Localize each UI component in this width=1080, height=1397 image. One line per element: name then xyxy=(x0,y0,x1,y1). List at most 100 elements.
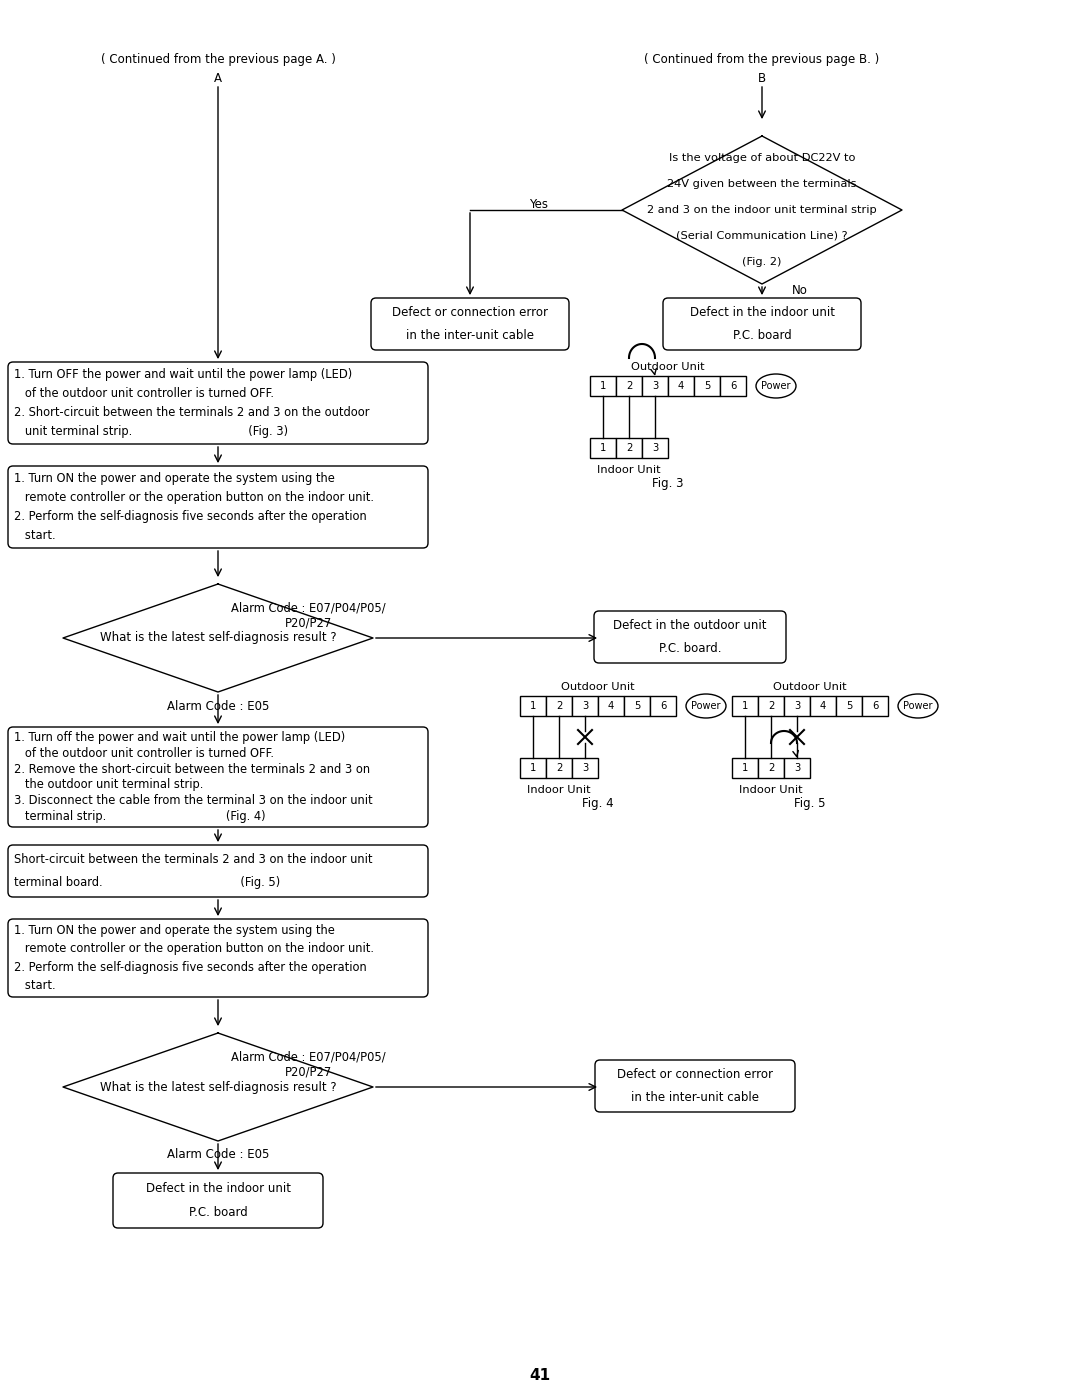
Text: 6: 6 xyxy=(872,701,878,711)
Bar xyxy=(669,376,694,395)
Text: 1. Turn ON the power and operate the system using the: 1. Turn ON the power and operate the sys… xyxy=(14,472,335,485)
Bar xyxy=(650,696,676,717)
Text: 3: 3 xyxy=(582,701,589,711)
Text: Defect in the indoor unit: Defect in the indoor unit xyxy=(146,1182,291,1194)
Text: 4: 4 xyxy=(608,701,615,711)
Text: 1. Turn OFF the power and wait until the power lamp (LED): 1. Turn OFF the power and wait until the… xyxy=(14,367,352,381)
Text: 4: 4 xyxy=(820,701,826,711)
FancyBboxPatch shape xyxy=(8,362,428,444)
Text: 1: 1 xyxy=(742,763,748,773)
Bar xyxy=(694,376,720,395)
Text: 41: 41 xyxy=(529,1368,551,1383)
Text: 1. Turn off the power and wait until the power lamp (LED): 1. Turn off the power and wait until the… xyxy=(14,731,346,743)
Bar xyxy=(642,376,669,395)
FancyBboxPatch shape xyxy=(8,726,428,827)
Text: Defect or connection error: Defect or connection error xyxy=(392,306,548,319)
Text: P20/P27: P20/P27 xyxy=(284,1066,332,1078)
Text: Alarm Code : E07/P04/P05/: Alarm Code : E07/P04/P05/ xyxy=(231,1051,386,1063)
Bar xyxy=(519,696,546,717)
Text: 5: 5 xyxy=(634,701,640,711)
Text: 1: 1 xyxy=(599,381,606,391)
Bar xyxy=(616,376,642,395)
Text: 2: 2 xyxy=(625,443,632,453)
Bar xyxy=(598,696,624,717)
Bar xyxy=(720,376,746,395)
Text: (Serial Communication Line) ?: (Serial Communication Line) ? xyxy=(676,231,848,240)
Bar xyxy=(784,696,810,717)
Text: 4: 4 xyxy=(678,381,684,391)
Text: Alarm Code : E05: Alarm Code : E05 xyxy=(166,700,269,712)
Text: Indoor Unit: Indoor Unit xyxy=(597,465,661,475)
Text: terminal strip.                                 (Fig. 4): terminal strip. (Fig. 4) xyxy=(14,810,266,823)
Text: P20/P27: P20/P27 xyxy=(284,616,332,630)
Text: 2. Perform the self-diagnosis five seconds after the operation: 2. Perform the self-diagnosis five secon… xyxy=(14,510,367,522)
Text: 2: 2 xyxy=(556,701,563,711)
Text: Fig. 3: Fig. 3 xyxy=(652,478,684,490)
FancyBboxPatch shape xyxy=(663,298,861,351)
Text: Fig. 4: Fig. 4 xyxy=(582,798,613,810)
Text: P.C. board: P.C. board xyxy=(189,1206,247,1220)
Text: 3: 3 xyxy=(794,763,800,773)
Text: 5: 5 xyxy=(846,701,852,711)
FancyBboxPatch shape xyxy=(113,1173,323,1228)
Text: P.C. board: P.C. board xyxy=(732,328,792,342)
Text: the outdoor unit terminal strip.: the outdoor unit terminal strip. xyxy=(14,778,203,792)
Bar xyxy=(810,696,836,717)
Text: 2. Remove the short-circuit between the terminals 2 and 3 on: 2. Remove the short-circuit between the … xyxy=(14,763,370,775)
Bar xyxy=(572,759,598,778)
Text: Short-circuit between the terminals 2 and 3 on the indoor unit: Short-circuit between the terminals 2 an… xyxy=(14,854,373,866)
Bar xyxy=(590,376,616,395)
Text: A: A xyxy=(214,71,222,84)
Text: unit terminal strip.                                (Fig. 3): unit terminal strip. (Fig. 3) xyxy=(14,425,288,439)
Text: remote controller or the operation button on the indoor unit.: remote controller or the operation butto… xyxy=(14,943,374,956)
Text: Indoor Unit: Indoor Unit xyxy=(739,785,802,795)
Bar xyxy=(784,759,810,778)
Text: Alarm Code : E07/P04/P05/: Alarm Code : E07/P04/P05/ xyxy=(231,602,386,615)
Ellipse shape xyxy=(897,694,939,718)
Text: 3: 3 xyxy=(652,381,658,391)
Text: 2. Perform the self-diagnosis five seconds after the operation: 2. Perform the self-diagnosis five secon… xyxy=(14,961,367,974)
Bar xyxy=(546,696,572,717)
Text: Yes: Yes xyxy=(529,198,548,211)
Text: 3: 3 xyxy=(582,763,589,773)
FancyBboxPatch shape xyxy=(594,610,786,664)
Text: Defect in the outdoor unit: Defect in the outdoor unit xyxy=(613,619,767,633)
Text: Outdoor Unit: Outdoor Unit xyxy=(631,362,705,372)
Text: 24V given between the terminals: 24V given between the terminals xyxy=(667,179,856,189)
Text: ( Continued from the previous page A. ): ( Continued from the previous page A. ) xyxy=(100,53,336,67)
Text: 2. Short-circuit between the terminals 2 and 3 on the outdoor: 2. Short-circuit between the terminals 2… xyxy=(14,407,369,419)
Text: 1: 1 xyxy=(742,701,748,711)
Text: 2 and 3 on the indoor unit terminal strip: 2 and 3 on the indoor unit terminal stri… xyxy=(647,205,877,215)
Text: 2: 2 xyxy=(768,701,774,711)
Text: 3: 3 xyxy=(652,443,658,453)
Bar xyxy=(624,696,650,717)
Text: Alarm Code : E05: Alarm Code : E05 xyxy=(166,1148,269,1161)
Text: 2: 2 xyxy=(625,381,632,391)
Bar xyxy=(862,696,888,717)
FancyBboxPatch shape xyxy=(8,845,428,897)
Bar xyxy=(572,696,598,717)
Text: Indoor Unit: Indoor Unit xyxy=(527,785,591,795)
Ellipse shape xyxy=(756,374,796,398)
Text: Defect in the indoor unit: Defect in the indoor unit xyxy=(689,306,835,319)
Text: Defect or connection error: Defect or connection error xyxy=(617,1069,773,1081)
Bar xyxy=(732,696,758,717)
FancyBboxPatch shape xyxy=(8,919,428,997)
Text: of the outdoor unit controller is turned OFF.: of the outdoor unit controller is turned… xyxy=(14,387,274,400)
Text: Outdoor Unit: Outdoor Unit xyxy=(562,682,635,692)
Bar xyxy=(836,696,862,717)
Bar xyxy=(519,759,546,778)
Text: ( Continued from the previous page B. ): ( Continued from the previous page B. ) xyxy=(645,53,879,67)
Text: 1. Turn ON the power and operate the system using the: 1. Turn ON the power and operate the sys… xyxy=(14,925,335,937)
Text: 6: 6 xyxy=(730,381,737,391)
Text: 3: 3 xyxy=(794,701,800,711)
Bar xyxy=(732,759,758,778)
Bar xyxy=(590,439,616,458)
Bar xyxy=(758,696,784,717)
Text: Power: Power xyxy=(691,701,720,711)
Bar xyxy=(616,439,642,458)
Text: terminal board.                                      (Fig. 5): terminal board. (Fig. 5) xyxy=(14,876,280,888)
Text: 6: 6 xyxy=(660,701,666,711)
Text: of the outdoor unit controller is turned OFF.: of the outdoor unit controller is turned… xyxy=(14,746,274,760)
Text: What is the latest self-diagnosis result ?: What is the latest self-diagnosis result… xyxy=(99,631,336,644)
